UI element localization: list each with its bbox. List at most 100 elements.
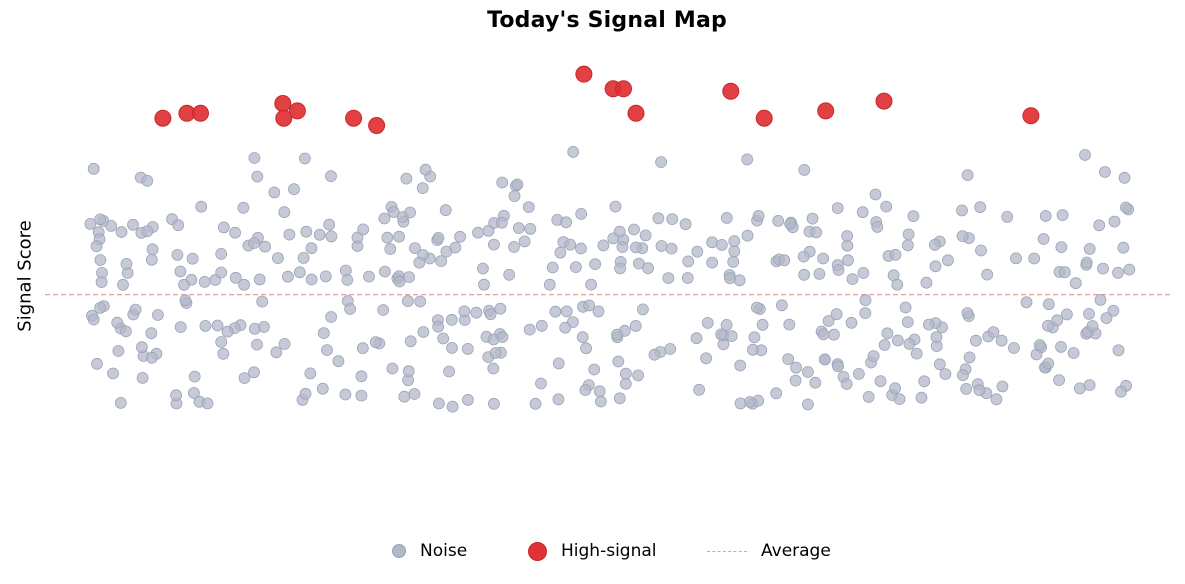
- noise-point: [323, 218, 336, 231]
- noise-point: [171, 248, 184, 261]
- noise-point: [145, 327, 158, 340]
- noise-point: [832, 360, 844, 373]
- noise-point: [512, 222, 525, 235]
- noise-point: [332, 355, 345, 368]
- high-signal-point: [817, 102, 835, 120]
- noise-point: [637, 303, 649, 316]
- noise-point: [1115, 385, 1127, 398]
- noise-point: [305, 242, 318, 255]
- noise-point: [136, 371, 149, 384]
- noise-point: [299, 387, 312, 400]
- noise-point: [783, 318, 796, 331]
- noise-point: [179, 294, 192, 307]
- noise-point: [741, 229, 754, 242]
- noise-point: [690, 332, 703, 345]
- legend-label-high-signal: High-signal: [561, 541, 657, 561]
- noise-point: [990, 393, 1003, 406]
- noise-point: [996, 380, 1009, 393]
- noise-point: [810, 226, 823, 239]
- noise-point: [629, 319, 642, 332]
- noise-point: [891, 278, 904, 291]
- noise-point: [720, 318, 733, 331]
- noise-point: [859, 294, 872, 307]
- noise-point: [487, 238, 500, 251]
- noise-point: [172, 219, 185, 232]
- noise-point: [728, 235, 741, 248]
- noise-point: [576, 331, 589, 344]
- noise-point: [1033, 339, 1046, 351]
- noise-point: [112, 345, 125, 357]
- noise-point: [278, 206, 291, 219]
- noise-point: [798, 163, 811, 176]
- noise-point: [387, 205, 400, 218]
- noise-point: [1120, 201, 1132, 214]
- noise-point: [840, 378, 853, 390]
- noise-point: [135, 341, 148, 354]
- noise-point: [595, 395, 607, 408]
- noise-point: [1037, 233, 1050, 245]
- noise-point: [1086, 320, 1099, 332]
- noise-point: [725, 330, 738, 343]
- noise-point: [402, 365, 415, 378]
- noise-point: [1055, 340, 1067, 353]
- noise-point: [319, 270, 332, 283]
- noise-point: [798, 268, 810, 281]
- noise-point: [84, 217, 97, 230]
- noise-point: [776, 299, 788, 312]
- noise-point: [419, 163, 432, 176]
- noise-point: [1001, 210, 1014, 223]
- noise-point: [248, 366, 260, 379]
- noise-point: [1083, 242, 1096, 255]
- noise-point: [830, 308, 843, 321]
- noise-point: [1083, 379, 1096, 392]
- noise-point: [902, 228, 915, 241]
- noise-point: [616, 241, 629, 253]
- noise-point: [612, 355, 625, 368]
- high-signal-point: [274, 95, 292, 112]
- noise-point: [682, 255, 695, 268]
- noise-point: [974, 201, 987, 214]
- noise-point: [339, 388, 352, 401]
- noise-point: [313, 228, 326, 241]
- noise-point: [772, 214, 785, 227]
- noise-point: [174, 265, 187, 278]
- noise-point: [853, 367, 865, 380]
- noise-point: [546, 261, 559, 274]
- noise-point: [961, 307, 974, 320]
- noise-point: [970, 334, 982, 347]
- noise-point: [186, 252, 199, 265]
- noise-point: [503, 268, 516, 281]
- noise-point: [369, 336, 382, 349]
- noise-point: [724, 272, 736, 285]
- noise-point: [679, 218, 692, 231]
- noise-point: [907, 210, 920, 223]
- noise-point: [609, 200, 622, 213]
- noise-point: [325, 170, 337, 183]
- noise-point: [956, 230, 969, 243]
- noise-point: [259, 240, 272, 253]
- noise-point: [251, 338, 263, 351]
- noise-point: [706, 256, 718, 269]
- high-signal-point: [345, 109, 363, 127]
- high-signal-point: [368, 117, 386, 134]
- noise-point: [789, 374, 802, 387]
- noise-point: [867, 350, 880, 363]
- noise-point: [874, 375, 887, 388]
- noise-point: [655, 240, 668, 252]
- noise-point: [393, 230, 406, 243]
- noise-point: [817, 252, 829, 265]
- noise-point: [248, 152, 261, 164]
- noise-point: [293, 266, 306, 279]
- noise-point: [559, 321, 572, 334]
- noise-point: [560, 305, 573, 318]
- noise-point: [580, 342, 592, 355]
- noise-point: [461, 393, 474, 406]
- noise-point: [377, 304, 390, 316]
- noise-point: [120, 325, 132, 338]
- noise-point: [778, 254, 791, 267]
- noise-point: [889, 382, 901, 395]
- noise-point: [229, 271, 242, 284]
- noise-point: [828, 328, 840, 341]
- noise-point: [1042, 319, 1054, 332]
